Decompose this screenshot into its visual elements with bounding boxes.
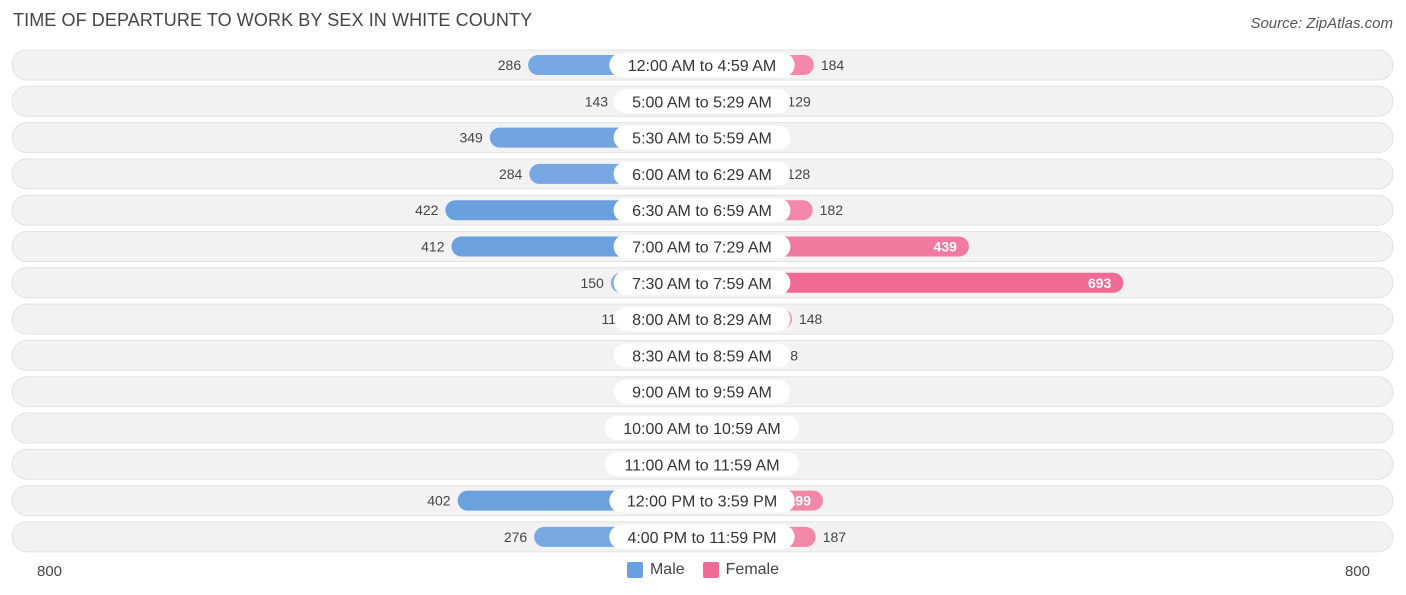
source-label: Source: ZipAtlas.com xyxy=(1250,15,1393,32)
female-bar xyxy=(702,272,1124,293)
female-value-label: 129 xyxy=(787,93,811,109)
category-pill xyxy=(613,198,791,223)
category-label: 8:00 AM to 8:29 AM xyxy=(632,312,772,329)
legend-label-female: Female xyxy=(725,561,780,578)
category-label: 5:00 AM to 5:29 AM xyxy=(632,94,772,111)
category-pill xyxy=(613,270,791,295)
category-pill xyxy=(609,53,795,77)
category-pill xyxy=(609,488,795,513)
category-label: 8:30 AM to 8:59 AM xyxy=(632,348,772,365)
category-label: 9:00 AM to 9:59 AM xyxy=(632,385,772,402)
category-pill xyxy=(613,307,791,332)
male-value-label: 412 xyxy=(421,239,445,255)
category-pill xyxy=(609,524,795,549)
legend-label-male: Male xyxy=(649,561,685,578)
category-label: 6:30 AM to 6:59 AM xyxy=(632,203,772,220)
male-value-label: 349 xyxy=(459,130,483,146)
category-pill xyxy=(613,234,791,259)
legend-swatch-female xyxy=(702,562,719,578)
female-value-label: 439 xyxy=(934,239,958,255)
female-value-label: 693 xyxy=(1088,275,1112,291)
female-value-label: 187 xyxy=(823,529,847,545)
category-pill xyxy=(613,89,791,114)
male-value-label: 143 xyxy=(585,93,609,109)
legend: Male Female xyxy=(0,561,1406,579)
category-pill xyxy=(613,125,791,150)
category-pill xyxy=(613,343,791,368)
male-value-label: 150 xyxy=(580,275,604,291)
category-pill xyxy=(605,452,799,477)
male-value-label: 402 xyxy=(427,493,451,509)
female-value-label: 148 xyxy=(799,311,823,327)
category-pill xyxy=(613,379,791,404)
category-label: 7:30 AM to 7:59 AM xyxy=(632,276,772,293)
female-value-label: 184 xyxy=(821,57,845,73)
male-value-label: 422 xyxy=(415,202,439,218)
category-pill xyxy=(613,161,791,186)
male-value-label: 276 xyxy=(504,529,528,545)
category-label: 7:00 AM to 7:29 AM xyxy=(632,240,772,257)
female-value-label: 182 xyxy=(820,202,844,218)
category-pill xyxy=(605,416,799,440)
male-value-label: 284 xyxy=(499,166,523,182)
axis-right-label: 800 xyxy=(1344,563,1370,580)
category-label: 5:30 AM to 5:59 AM xyxy=(632,131,772,148)
male-value-label: 286 xyxy=(498,57,522,73)
category-label: 11:00 AM to 11:59 AM xyxy=(624,457,779,474)
category-label: 4:00 PM to 11:59 PM xyxy=(627,530,776,547)
legend-item-male: Male xyxy=(626,561,685,579)
category-label: 6:00 AM to 6:29 AM xyxy=(632,167,772,184)
axis-left-label: 800 xyxy=(37,563,63,580)
legend-item-female: Female xyxy=(702,561,780,579)
female-value-label: 128 xyxy=(787,166,811,182)
legend-swatch-male xyxy=(626,562,643,578)
category-label: 12:00 PM to 3:59 PM xyxy=(627,494,777,511)
chart-title: TIME OF DEPARTURE TO WORK BY SEX IN WHIT… xyxy=(13,10,533,30)
category-label: 10:00 AM to 10:59 AM xyxy=(623,421,780,438)
category-label: 12:00 AM to 4:59 AM xyxy=(628,58,777,75)
